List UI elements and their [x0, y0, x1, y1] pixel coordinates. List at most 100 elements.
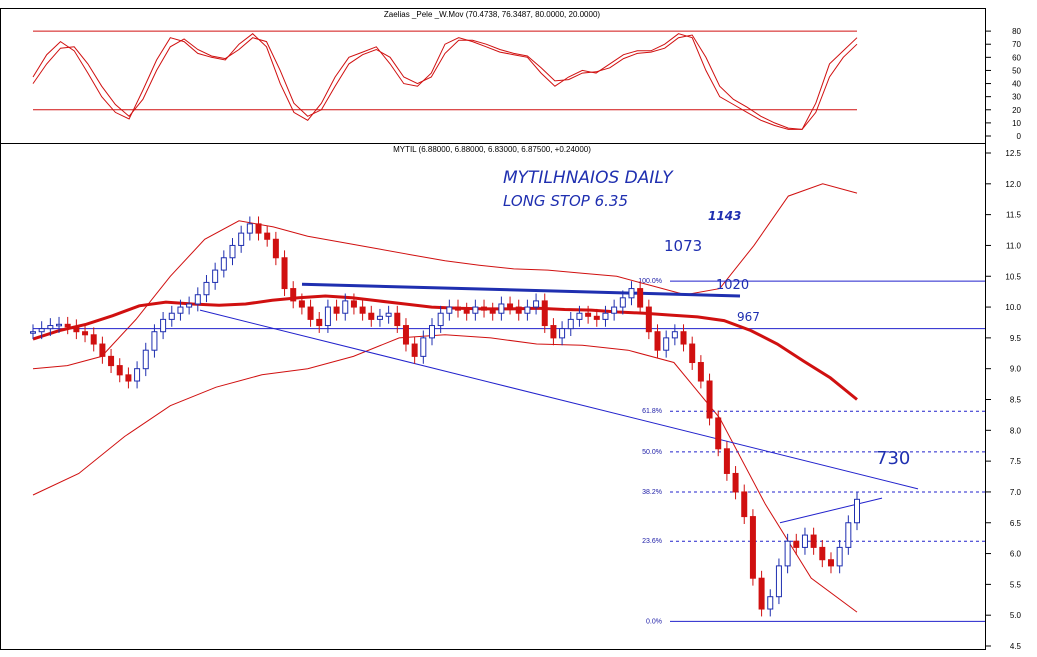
bar-body-66 [602, 312, 609, 320]
trendlines [199, 282, 919, 524]
annotation-1143: 1143 [708, 209, 741, 223]
bar-body-27 [264, 232, 271, 240]
bar-body-24 [238, 232, 245, 246]
annotation-title: MYTILHNAIOS DAILY [503, 168, 674, 188]
bar-body-84 [758, 577, 765, 610]
annotation-1020: 1020 [716, 278, 749, 293]
osc-tick-label-2: 60 [1012, 53, 1021, 62]
bar-body-18 [186, 303, 193, 308]
price-tick-label-13: 6.0 [1010, 550, 1022, 559]
fib-label-2: 50.0% [642, 449, 662, 456]
osc-tick-label-8: 0 [1017, 132, 1022, 141]
bar-body-42 [394, 312, 401, 327]
resistance-line [301, 282, 741, 298]
bar-body-90 [810, 534, 817, 548]
bar-body-67 [611, 306, 618, 314]
moving-average-line [32, 294, 858, 401]
price-title: MYTIL (6.88000, 6.88000, 6.83000, 6.8750… [393, 145, 591, 154]
bar-body-60 [550, 325, 557, 339]
bar-body-77 [697, 362, 704, 382]
bar-body-20 [203, 281, 210, 296]
bar-body-50 [463, 309, 470, 314]
osc-tick-label-7: 10 [1012, 119, 1021, 128]
osc-tick-label-1: 70 [1012, 40, 1021, 49]
downtrend-line [199, 309, 919, 490]
bar-body-11 [125, 374, 132, 382]
bar-body-93 [836, 546, 843, 567]
price-tick-label-14: 5.5 [1010, 580, 1022, 589]
bar-body-71 [645, 306, 652, 333]
bar-body-74 [671, 331, 678, 339]
bar-body-65 [593, 315, 600, 320]
fibonacci-levels: 100.0% 61.8% 50.0% 38.2% 23.6% 0.0% [638, 278, 985, 625]
bar-body-5 [73, 326, 80, 333]
bar-body-79 [715, 417, 722, 450]
osc-tick-label-0: 80 [1012, 27, 1021, 36]
bar-body-88 [793, 540, 800, 548]
bar-body-52 [481, 306, 488, 311]
bar-body-15 [160, 318, 167, 333]
bar-body-78 [706, 380, 713, 419]
bar-body-64 [585, 312, 592, 317]
annotation-967: 967 [737, 310, 760, 324]
bar-body-51 [472, 306, 479, 314]
bar-body-55 [507, 303, 514, 308]
bar-body-81 [732, 472, 739, 493]
annotation-1073: 1073 [664, 237, 702, 255]
bar-body-31 [298, 300, 305, 308]
oscillator-panel-frame [0, 8, 986, 144]
bar-body-30 [290, 288, 297, 302]
annotation-730: 730 [876, 448, 910, 469]
oscillator-y-axis: 80 70 60 50 40 30 20 10 0 [986, 27, 1022, 141]
bar-body-75 [680, 331, 687, 345]
bar-body-23 [229, 244, 236, 259]
bar-body-10 [116, 365, 123, 376]
price-tick-label-16: 4.5 [1010, 642, 1022, 651]
bollinger-upper [32, 183, 858, 370]
annotations: MYTILHNAIOS DAILY LONG STOP 6.35 1143 10… [503, 168, 910, 469]
price-tick-label-11: 7.0 [1010, 488, 1022, 497]
bar-body-43 [402, 325, 409, 345]
annotation-stop: LONG STOP 6.35 [503, 192, 628, 210]
bar-body-17 [177, 306, 184, 314]
bar-body-68 [619, 297, 626, 308]
bar-body-92 [827, 559, 834, 567]
price-tick-label-3: 11.0 [1006, 241, 1022, 250]
fib-label-1: 61.8% [642, 408, 662, 415]
bar-body-94 [845, 522, 852, 548]
bar-body-86 [775, 565, 782, 598]
price-tick-label-10: 7.5 [1010, 457, 1022, 466]
bar-body-9 [108, 355, 115, 367]
price-tick-label-4: 10.5 [1005, 272, 1021, 281]
fib-label-4: 23.6% [642, 538, 662, 545]
bar-body-59 [541, 300, 548, 327]
price-tick-label-2: 11.5 [1006, 211, 1022, 220]
bar-body-61 [559, 328, 566, 339]
bar-body-36 [342, 300, 349, 314]
oscillator-title: Zaelias _Pele _W.Mov (70.4738, 76.3487, … [384, 10, 600, 19]
bar-body-48 [446, 306, 453, 314]
bar-body-12 [134, 368, 141, 382]
bar-body-73 [663, 337, 670, 351]
bar-body-16 [168, 312, 175, 320]
bar-body-34 [324, 306, 331, 327]
bar-body-37 [350, 300, 357, 308]
bar-body-35 [333, 306, 340, 314]
osc-tick-label-5: 30 [1012, 93, 1021, 102]
bar-body-53 [489, 309, 496, 314]
bar-body-46 [428, 325, 435, 339]
bar-body-28 [272, 238, 279, 259]
price-panel-frame [0, 143, 986, 650]
bar-body-21 [212, 269, 219, 283]
bar-body-39 [368, 312, 375, 320]
horizontal-lines [33, 280, 985, 622]
bar-body-4 [64, 323, 71, 328]
fib-label-5: 0.0% [646, 618, 662, 625]
bar-body-58 [533, 300, 540, 308]
price-y-axis: 12.5 12.0 11.5 11.0 10.5 10.0 9.5 9.0 8.5 8.0 7.5 7… [986, 149, 1022, 651]
price-tick-label-12: 6.5 [1010, 519, 1022, 528]
bar-body-62 [567, 318, 574, 330]
bar-body-38 [359, 306, 366, 314]
bar-body-8 [99, 343, 106, 357]
